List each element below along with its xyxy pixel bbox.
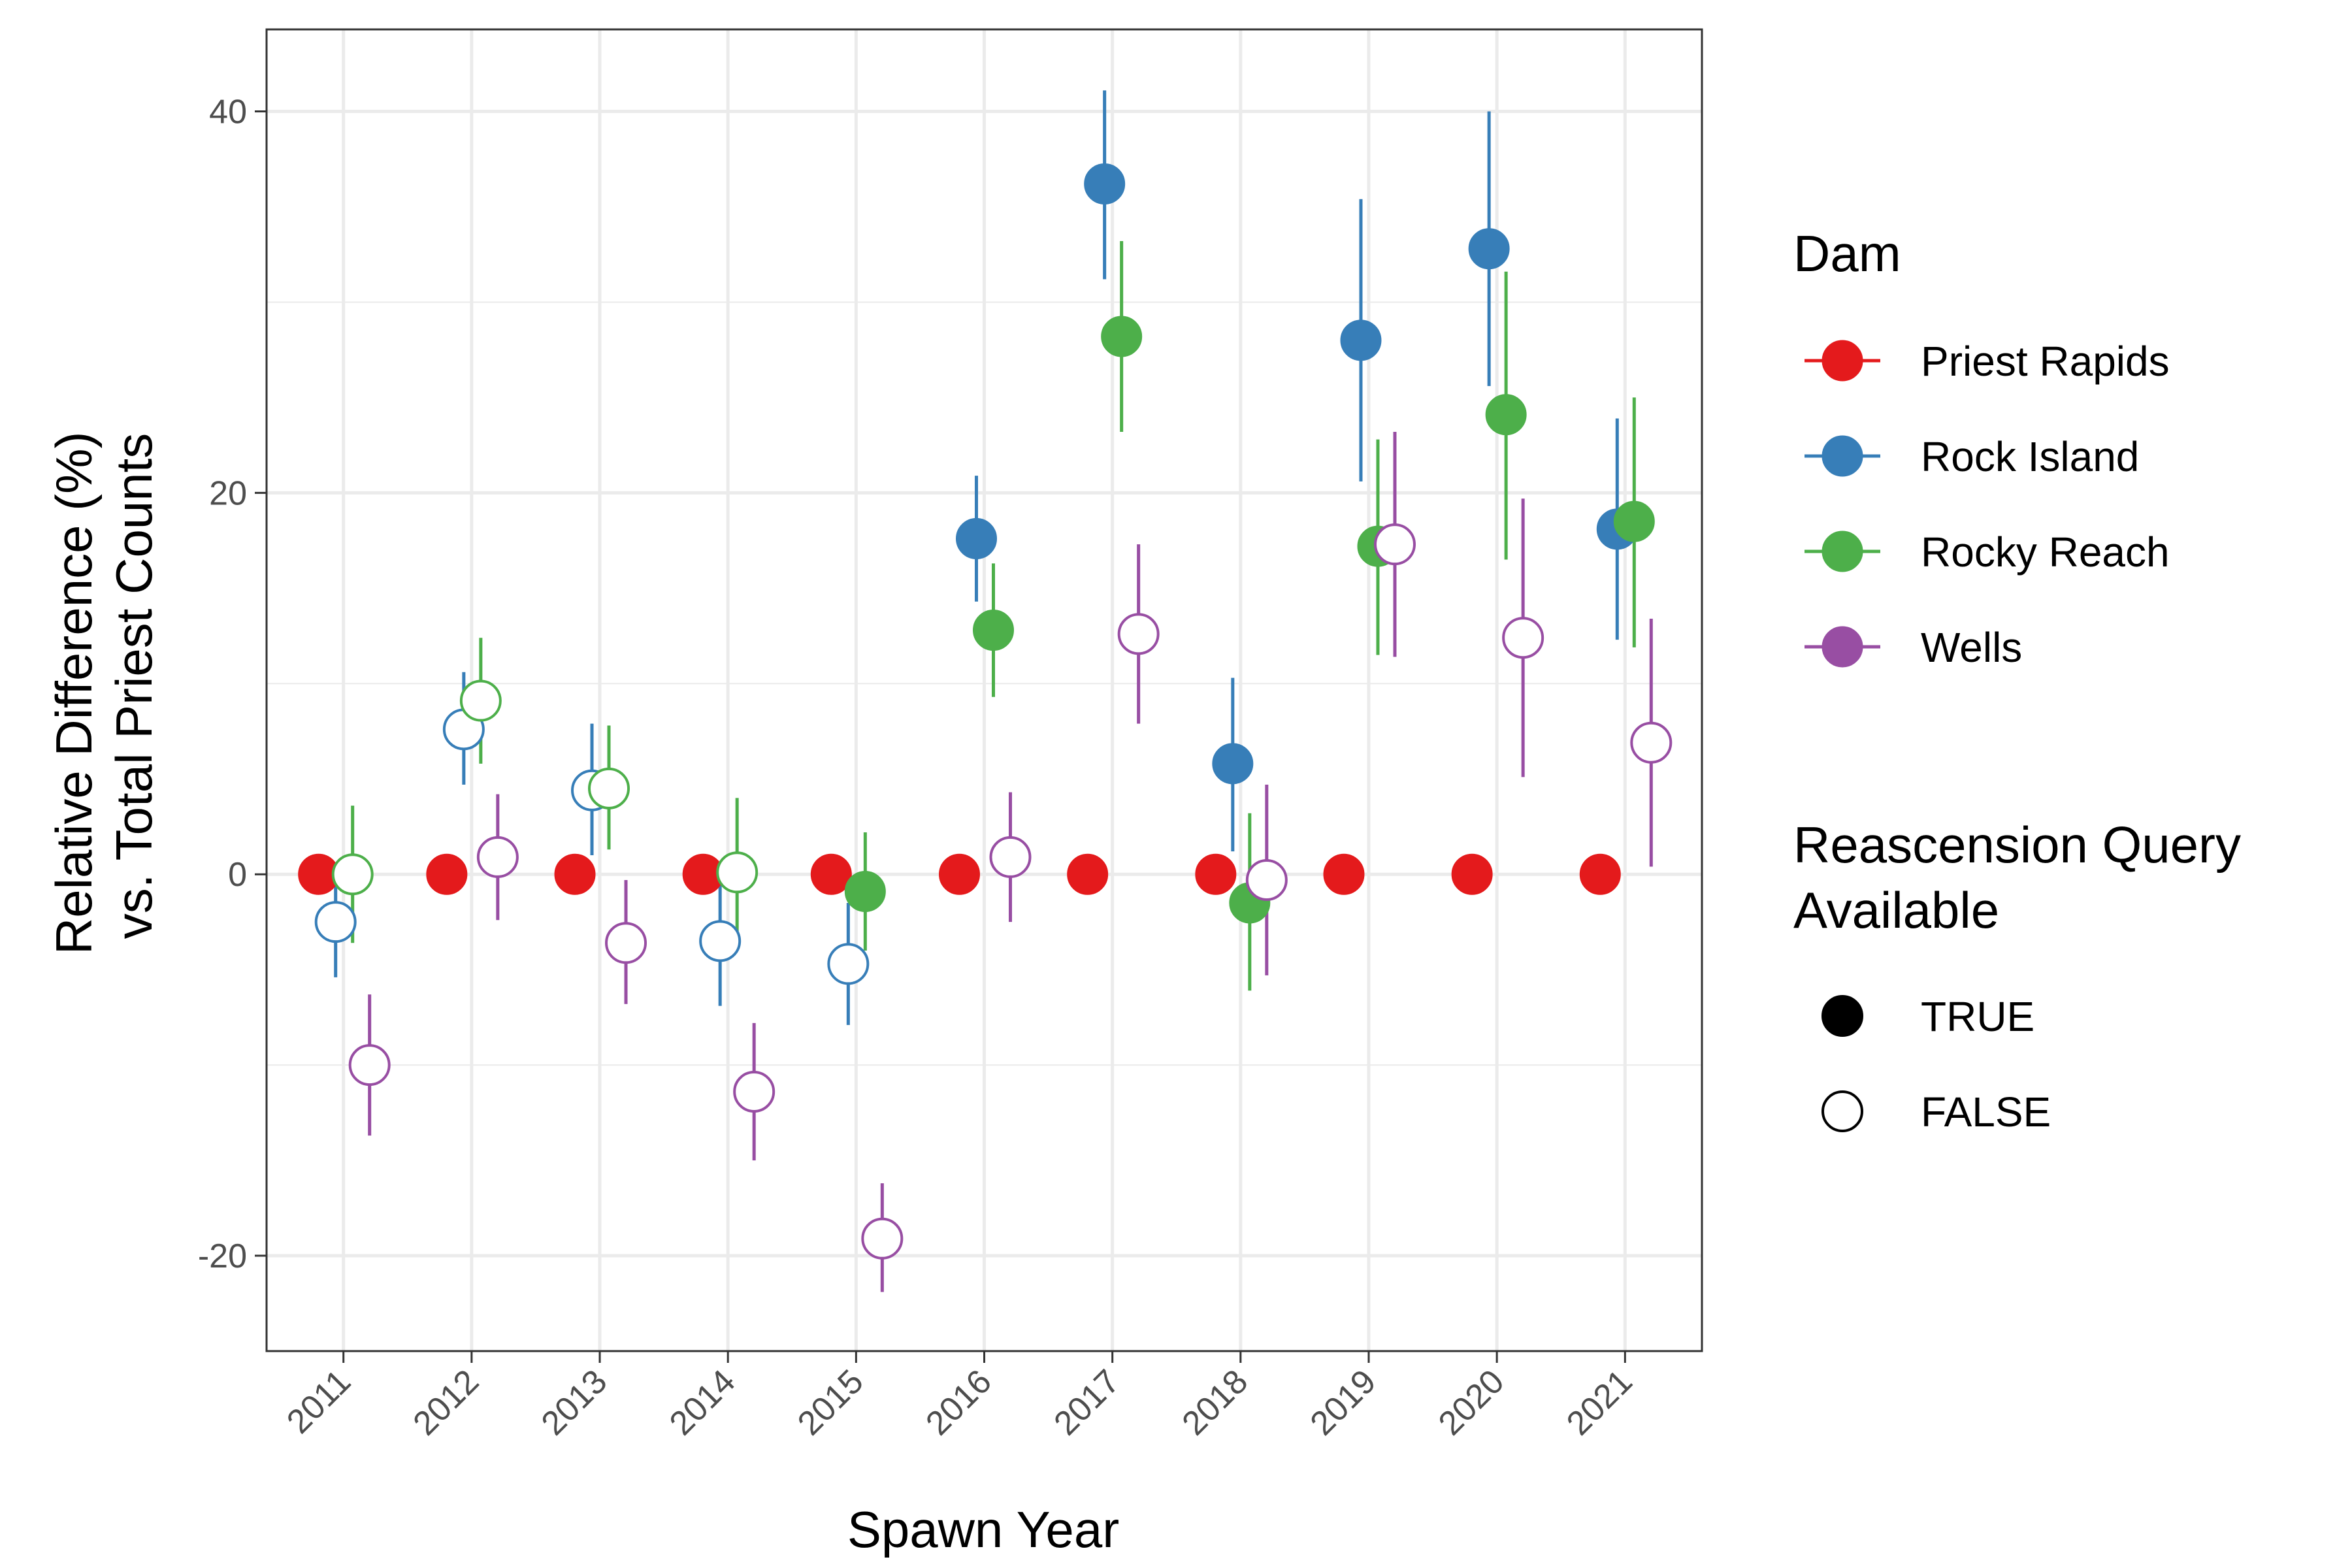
- legend-key-point: [1821, 531, 1863, 572]
- point-rocky-reach-2011: [331, 853, 374, 896]
- y-axis-title: Relative Difference (%) vs. Total Priest…: [45, 417, 163, 955]
- legend-key-point: [1821, 995, 1863, 1037]
- y-tick-label: -20: [198, 1237, 247, 1275]
- x-axis-title: Spawn Year: [847, 1501, 1119, 1558]
- point-priest-rapids-2016: [939, 853, 980, 895]
- legend-item-true: TRUE: [1821, 993, 2034, 1040]
- point-rock-island-2019: [1340, 319, 1382, 361]
- point-rocky-reach-2017: [1101, 316, 1143, 357]
- y-tick-label: 40: [209, 93, 247, 131]
- legend-label: Rock Island: [1921, 433, 2139, 480]
- legend-item-rocky-reach: Rocky Reach: [1805, 529, 2170, 576]
- point-priest-rapids-2019: [1323, 853, 1365, 895]
- point-rock-island-2014: [699, 920, 742, 962]
- legend-dam-items: Priest Rapids Rock Island Rocky Reach Wells: [1805, 338, 2170, 671]
- y-tick-label: 20: [209, 474, 247, 512]
- y-tick-label: 0: [228, 856, 247, 894]
- legend-item-rock-island: Rock Island: [1805, 433, 2139, 480]
- legend-key-point: [1821, 340, 1863, 382]
- legend-label: FALSE: [1921, 1088, 2051, 1135]
- point-wells-2020: [1502, 617, 1544, 659]
- legend-key-point: [1821, 1090, 1863, 1132]
- legend-item-false: FALSE: [1821, 1088, 2051, 1135]
- point-priest-rapids-2021: [1579, 853, 1621, 895]
- legend-dam: Dam Priest Rapids Rock Island Rocky Reach W…: [1793, 225, 2170, 671]
- point-rock-island-2016: [956, 517, 997, 559]
- point-wells-2013: [605, 922, 647, 964]
- legend-label: Wells: [1921, 624, 2022, 671]
- point-rocky-reach-2021: [1613, 500, 1655, 542]
- point-wells-2011: [348, 1044, 391, 1086]
- legend-item-wells: Wells: [1805, 624, 2022, 671]
- point-priest-rapids-2013: [554, 853, 596, 895]
- data-points: [298, 163, 1673, 1260]
- point-wells-2021: [1630, 721, 1673, 764]
- point-wells-2014: [733, 1070, 776, 1113]
- point-rock-island-2018: [1212, 743, 1254, 785]
- point-rock-island-2017: [1084, 163, 1126, 204]
- point-wells-2019: [1373, 523, 1416, 566]
- grid-major: [267, 29, 1702, 1351]
- legend-key-point: [1821, 626, 1863, 668]
- point-wells-2016: [989, 836, 1032, 878]
- point-priest-rapids-2012: [426, 853, 468, 895]
- point-wells-2017: [1117, 613, 1160, 655]
- point-rocky-reach-2020: [1485, 394, 1527, 436]
- point-rocky-reach-2012: [459, 679, 502, 722]
- point-rocky-reach-2015: [844, 870, 886, 912]
- point-priest-rapids-2018: [1195, 853, 1237, 895]
- legend-query-items: TRUE FALSE: [1821, 993, 2051, 1135]
- point-wells-2012: [476, 836, 519, 878]
- point-rocky-reach-2013: [588, 767, 630, 809]
- legend-key-point: [1821, 435, 1863, 477]
- legend-query-title-line2: Available: [1793, 881, 1999, 939]
- point-rocky-reach-2014: [716, 851, 759, 894]
- legend-item-priest-rapids: Priest Rapids: [1805, 338, 2170, 385]
- point-wells-2015: [861, 1217, 904, 1260]
- y-axis-title-line1: Relative Difference (%): [45, 432, 103, 955]
- y-tick-labels: -20 0 20 40: [198, 93, 247, 1276]
- point-rock-island-2020: [1468, 228, 1510, 270]
- legend-query-title: Reascension Query Available: [1793, 816, 2255, 939]
- point-wells-2018: [1245, 858, 1288, 901]
- point-priest-rapids-2017: [1067, 853, 1109, 895]
- legend-dam-title: Dam: [1793, 225, 1901, 282]
- point-priest-rapids-2015: [810, 853, 852, 895]
- legend-label: Rocky Reach: [1921, 529, 2170, 576]
- legend-label: TRUE: [1921, 993, 2034, 1040]
- legend-query: Reascension Query Available TRUE FALSE: [1793, 816, 2255, 1135]
- legend-label: Priest Rapids: [1921, 338, 2170, 385]
- axis-ticks: [255, 110, 1626, 1363]
- point-rock-island-2011: [314, 901, 357, 943]
- y-axis-title-line2: vs. Total Priest Counts: [105, 433, 163, 939]
- point-rocky-reach-2016: [973, 610, 1014, 651]
- legend-query-title-line1: Reascension Query: [1793, 816, 2241, 874]
- point-rock-island-2015: [827, 943, 870, 985]
- point-priest-rapids-2020: [1451, 853, 1493, 895]
